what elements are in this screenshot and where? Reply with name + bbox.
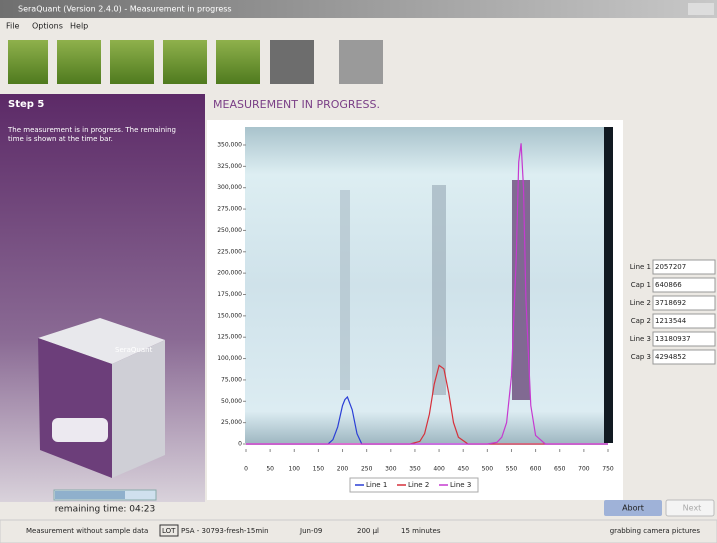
field-input [652,277,716,293]
y-tick-label: 200,000 [217,270,242,277]
x-tick-label: 400 [433,466,445,473]
y-tick-label: 150,000 [217,312,242,319]
tool-icon[interactable] [339,40,383,84]
abort-button[interactable] [604,500,662,516]
x-tick-label: 100 [289,466,301,473]
camera-image [245,127,613,443]
field-value: 13180937 [655,335,691,343]
toolbar [8,40,383,84]
x-tick-label: 700 [578,466,590,473]
x-tick-label: 550 [506,466,518,473]
status-text: 200 µl [357,527,379,535]
tool-icon[interactable] [110,40,154,84]
series-line [246,364,608,445]
status-text: LOT [162,527,176,535]
legend-label: Line 3 [450,481,471,489]
lot-box [159,524,179,537]
status-text: PSA - 30793-fresh-15min [181,527,269,535]
y-tick-label: 100,000 [217,355,242,362]
field-label: Cap 3 [631,353,651,361]
field-input [652,295,716,311]
heading: MEASUREMENT IN PROGRESS. [213,98,380,111]
step-description: The measurement is in progress. The rema… [7,126,176,134]
next-button[interactable] [665,499,715,517]
x-tick-label: 200 [337,466,349,473]
y-tick-label: 350,000 [217,142,242,149]
menu-item[interactable]: Help [70,22,88,31]
field-label: Cap 1 [631,281,651,289]
window-controls[interactable] [688,3,714,15]
status-text: Jun-09 [299,527,322,535]
progress-fill [55,491,125,499]
title-bar [0,0,717,18]
x-tick-label: 450 [457,466,469,473]
menu-item[interactable]: Options [32,22,63,31]
plot: 0 25,000 50,000 75,000 100,000 125,000 150,000… [217,142,614,493]
status-text: 15 minutes [401,527,441,535]
tool-icon[interactable] [57,40,101,84]
x-tick-label: 150 [313,466,325,473]
field-value: 640866 [655,281,682,289]
x-tick-label: 650 [554,466,566,473]
x-tick-label: 250 [361,466,373,473]
status-bar [0,519,717,543]
y-tick-label: 25,000 [221,419,242,426]
y-tick-label: 300,000 [217,184,242,191]
next-label: Next [683,504,702,513]
y-tick-label: 250,000 [217,227,242,234]
y-tick-label: 225,000 [217,248,242,255]
field-input [652,313,716,329]
field-label: Line 3 [630,335,651,343]
tool-icon[interactable] [216,40,260,84]
x-tick-label: 0 [244,466,248,473]
menu-bar: File Options Help [6,22,88,31]
field-value: 4294852 [655,353,686,361]
device-label: SeraQuant [115,346,153,354]
y-tick-label: 75,000 [221,376,242,383]
x-tick-label: 750 [602,466,614,473]
field-value: 2057207 [655,263,686,271]
legend-box [349,477,479,493]
field-value: 1213544 [655,317,687,325]
field-label: Cap 2 [631,317,651,325]
y-tick-label: 325,000 [217,163,242,170]
tool-icon[interactable] [163,40,207,84]
device-image: SeraQuant [38,318,165,478]
legend-label: Line 2 [408,481,429,489]
y-tick-label: 0 [238,441,242,448]
status-text: Measurement without sample data [26,527,148,535]
tool-icon[interactable] [8,40,48,84]
status-text: grabbing camera pictures [610,527,701,535]
abort-label: Abort [622,504,644,513]
x-tick-label: 500 [482,466,494,473]
x-tick-label: 600 [530,466,542,473]
result-fields: Line 1 2057207 Cap 1 640866 Line 2 3718692 Cap… [630,259,716,365]
x-tick-label: 350 [409,466,421,473]
series-line [246,143,608,445]
field-label: Line 2 [630,299,651,307]
series-line [246,395,608,445]
y-tick-label: 175,000 [217,291,242,298]
menu-item[interactable]: File [6,22,19,31]
y-tick-label: 125,000 [217,334,242,341]
tool-icon[interactable] [270,40,314,84]
x-tick-label: 50 [266,466,274,473]
field-input [652,349,716,365]
y-tick-label: 275,000 [217,206,242,213]
window-title: SeraQuant (Version 2.4.0) - Measurement … [18,5,232,14]
x-tick-label: 300 [385,466,397,473]
field-label: Line 1 [630,263,651,271]
remaining-time: remaining time: 04:23 [55,505,155,515]
legend-label: Line 1 [366,481,387,489]
field-input [652,331,716,347]
field-value: 3718692 [655,299,686,307]
y-tick-label: 50,000 [221,398,242,405]
step-description: time is shown at the time bar. [8,135,113,143]
field-input [652,259,716,275]
step-title: Step 5 [8,99,44,110]
